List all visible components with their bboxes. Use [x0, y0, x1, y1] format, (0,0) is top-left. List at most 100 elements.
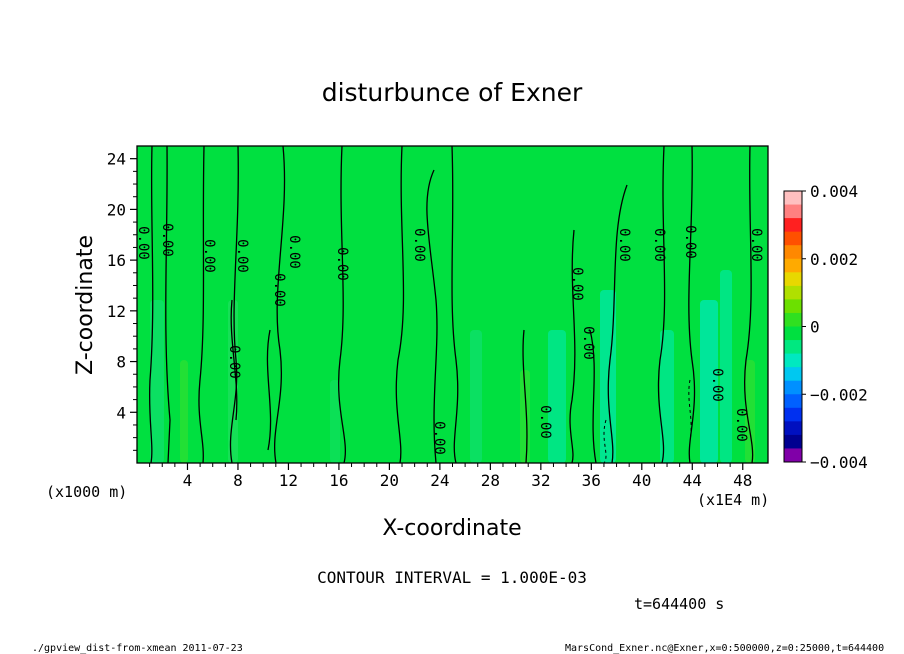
x-tick-label: 36	[582, 471, 601, 490]
field-streak	[720, 270, 732, 463]
contour-interval-text: CONTOUR INTERVAL = 1.000E-03	[317, 568, 587, 587]
field-streak	[700, 300, 718, 463]
field-streak	[470, 330, 482, 463]
y-axis-title: Z-coordinate	[73, 235, 98, 375]
colorbar-swatch	[784, 231, 802, 246]
x-tick-label: 24	[430, 471, 449, 490]
contour-label: 0.00	[569, 267, 585, 301]
contour-line-negative	[603, 419, 607, 464]
x-tick-label: 44	[683, 471, 702, 490]
chart-title: disturbunce of Exner	[322, 78, 583, 107]
contour-line-negative	[688, 379, 692, 441]
contour-line	[522, 329, 528, 464]
contour-line	[165, 145, 171, 464]
contour-label: 0.00	[411, 228, 427, 262]
contour-line	[148, 145, 154, 464]
colorbar-swatch	[784, 272, 802, 287]
contour-line	[266, 329, 272, 451]
contour-label: 0.00	[226, 345, 242, 379]
colorbar-swatch	[784, 407, 802, 422]
colorbar-swatch	[784, 245, 802, 260]
colorbar-swatch	[784, 448, 802, 463]
colorbar-label: −0.002	[810, 385, 868, 404]
contour-lines	[148, 145, 754, 464]
colorbar-label: 0	[810, 318, 820, 337]
y-tick-label: 20	[107, 200, 126, 219]
contour-line	[198, 145, 205, 464]
y-tick-label: 12	[107, 302, 126, 321]
contour-line	[657, 145, 666, 464]
contour-label: 0.00	[537, 405, 553, 439]
x-tick-label: 32	[531, 471, 550, 490]
footer-left: ./gpview_dist-from-xmean 2011-07-23	[32, 643, 243, 654]
contour-label: 0.00	[159, 223, 175, 257]
colorbar-swatch	[784, 299, 802, 314]
x-tick-label: 8	[233, 471, 243, 490]
x-unit-label: (x1000 m)	[46, 483, 127, 501]
colorbar-swatch	[784, 421, 802, 436]
contour-labels: 0.00 0.00 0.00 0.00 0.00 0.00 0.00 0.00 0.00 0.00…	[135, 223, 764, 455]
colorbar-swatch	[784, 353, 802, 368]
x-tick-label: 40	[632, 471, 651, 490]
contour-line	[569, 229, 576, 464]
contour-label: 0.00	[733, 408, 749, 442]
x-axis-title: X-coordinate	[382, 516, 521, 541]
colorbar-label: −0.004	[810, 453, 868, 472]
contour-label: 0.00	[651, 228, 667, 262]
contour-line	[607, 184, 628, 464]
colorbar-swatch	[784, 326, 802, 341]
field-streak	[180, 360, 188, 463]
x-axis-ticks: 4 8 12 16 20 24 28 32 36 40 44 48	[149, 463, 752, 490]
y-tick-label: 24	[107, 150, 126, 169]
colorbar-swatch	[784, 218, 802, 233]
colorbar-swatch	[784, 340, 802, 355]
field-streak	[745, 360, 755, 463]
time-text: t=644400 s	[634, 595, 724, 613]
contour-line	[230, 299, 238, 421]
field-streak	[228, 300, 238, 463]
contour-line	[426, 169, 438, 464]
contour-label: 0.00	[431, 421, 447, 455]
field-streak	[330, 380, 340, 463]
contour-line	[589, 329, 597, 464]
contour-label: 0.00	[748, 228, 764, 262]
contour-label: 0.00	[271, 273, 287, 307]
contour-label: 0.00	[234, 239, 250, 273]
x-tick-label: 4	[183, 471, 193, 490]
contour-label: 0.00	[286, 235, 302, 269]
contour-label: 0.00	[334, 247, 350, 281]
colorbar-swatch	[784, 204, 802, 219]
field-streak	[660, 330, 674, 463]
y-tick-label: 8	[116, 353, 126, 372]
colorbar-swatch	[784, 380, 802, 395]
colorbar	[783, 190, 803, 463]
colorbar-swatch	[784, 394, 802, 409]
colorbar-swatch	[784, 367, 802, 382]
colorbar-label: 0.004	[810, 182, 858, 201]
x-tick-label: 20	[380, 471, 399, 490]
colorbar-swatch	[784, 258, 802, 273]
x-scale-label: (x1E4 m)	[697, 491, 769, 509]
contour-line	[395, 145, 405, 464]
colorbar-label: 0.002	[810, 250, 858, 269]
field-streak	[548, 330, 566, 463]
contour-line	[337, 145, 347, 464]
colorbar-swatch	[784, 191, 802, 206]
contour-label: 0.00	[616, 228, 632, 262]
field-streak	[150, 300, 164, 463]
contour-line	[744, 145, 754, 464]
colorbar-labels: 0.004 0.002 0 −0.002 −0.004	[802, 182, 868, 472]
contour-label: 0.00	[709, 368, 725, 402]
field-shading	[150, 270, 755, 463]
colorbar-swatch	[784, 434, 802, 449]
contour-label: 0.00	[135, 226, 151, 260]
contour-label: 0.00	[201, 239, 217, 273]
contour-line	[229, 145, 239, 464]
contour-line	[451, 145, 459, 464]
plot-area: 0.00 0.00 0.00 0.00 0.00 0.00 0.00 0.00 0.00 0.00…	[135, 145, 769, 464]
colorbar-swatch	[784, 285, 802, 300]
colorbar-swatch	[784, 312, 802, 327]
y-axis-ticks: 4 8 12 16 20 24	[107, 150, 137, 451]
x-tick-label: 48	[733, 471, 752, 490]
